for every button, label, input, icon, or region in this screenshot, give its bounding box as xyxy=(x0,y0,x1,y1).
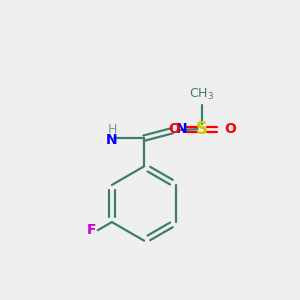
Text: N: N xyxy=(106,133,118,147)
Text: F: F xyxy=(87,223,96,237)
Text: N: N xyxy=(175,122,187,136)
Text: CH$_3$: CH$_3$ xyxy=(190,86,214,102)
Text: O: O xyxy=(224,122,236,136)
Text: H: H xyxy=(107,123,117,136)
Text: S: S xyxy=(196,120,208,138)
Text: O: O xyxy=(168,122,180,136)
